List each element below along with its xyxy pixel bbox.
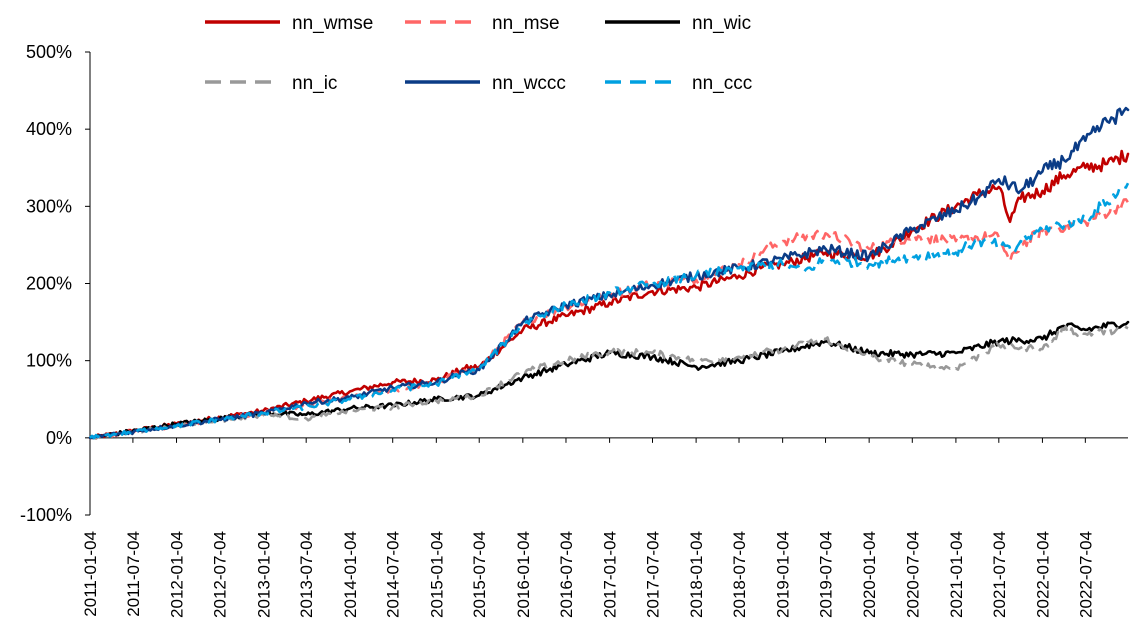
legend: nn_wmse nn_mse nn_wic nn_ic nn_wccc nn_ccc (205, 13, 752, 94)
legend-item-nn_wmse: nn_wmse (205, 13, 373, 34)
series-line-nn_ccc (89, 182, 1130, 440)
x-tick-label: 2011-07-04 (124, 531, 143, 617)
x-tick-label: 2015-07-04 (470, 531, 489, 618)
x-tick-label: 2017-07-04 (643, 531, 662, 618)
x-tick-label: 2020-07-04 (903, 531, 922, 618)
legend-item-nn_wccc: nn_wccc (405, 73, 566, 94)
y-tick-label: 500% (26, 42, 72, 62)
legend-label: nn_ic (292, 73, 337, 94)
x-tick-label: 2016-01-04 (514, 531, 533, 618)
series-layer (88, 106, 1130, 440)
x-tick-label: 2013-07-04 (297, 531, 316, 618)
legend-label: nn_wic (692, 13, 751, 34)
legend-item-nn_ccc: nn_ccc (605, 73, 752, 94)
axes-layer: -100% 0% 100% 200% 300% 400% 500% 2011-01-04 201… (20, 42, 1128, 618)
x-tick-label: 2019-07-04 (817, 531, 836, 618)
x-tick-label: 2016-07-04 (557, 531, 576, 618)
x-tick-label: 2012-01-04 (168, 531, 187, 618)
series-line-nn_wccc (88, 106, 1130, 440)
legend-label: nn_wmse (292, 13, 373, 34)
x-tick-label: 2014-01-04 (341, 531, 360, 618)
x-tick-label: 2018-07-04 (730, 531, 749, 618)
x-tick-label: 2019-01-04 (774, 531, 793, 618)
x-tick-label: 2021-07-04 (990, 531, 1009, 618)
y-tick-label: 100% (26, 351, 72, 371)
x-tick-label: 2022-01-04 (1033, 531, 1052, 618)
x-tick-label: 2011-01-04 (81, 531, 100, 617)
y-tick-label: 400% (26, 119, 72, 139)
legend-item-nn_wic: nn_wic (605, 13, 751, 34)
x-tick-label: 2021-01-04 (947, 531, 966, 618)
x-tick-label: 2017-01-04 (601, 531, 620, 618)
series-line-nn_wmse (88, 149, 1130, 440)
legend-item-nn_mse: nn_mse (405, 13, 560, 34)
x-tick-label: 2022-07-04 (1076, 531, 1095, 618)
legend-item-nn_ic: nn_ic (205, 73, 337, 94)
series-line-nn_ic (89, 324, 1129, 440)
legend-label: nn_mse (492, 13, 560, 34)
x-tick-label: 2018-01-04 (687, 531, 706, 618)
x-tick-label: 2012-07-04 (211, 531, 230, 618)
x-tick-label: 2013-01-04 (254, 531, 273, 618)
y-tick-label: 300% (26, 196, 72, 216)
series-line-nn_wic (88, 320, 1130, 440)
y-tick-label: -100% (20, 505, 72, 525)
x-tick-label: 2014-07-04 (384, 531, 403, 618)
series-line-nn_mse (89, 198, 1130, 440)
x-tick-label: 2015-01-04 (427, 531, 446, 618)
legend-label: nn_ccc (692, 73, 752, 94)
legend-label: nn_wccc (492, 73, 566, 94)
y-tick-label: 0% (46, 428, 72, 448)
x-tick-label: 2020-01-04 (860, 531, 879, 618)
y-tick-label: 200% (26, 274, 72, 294)
